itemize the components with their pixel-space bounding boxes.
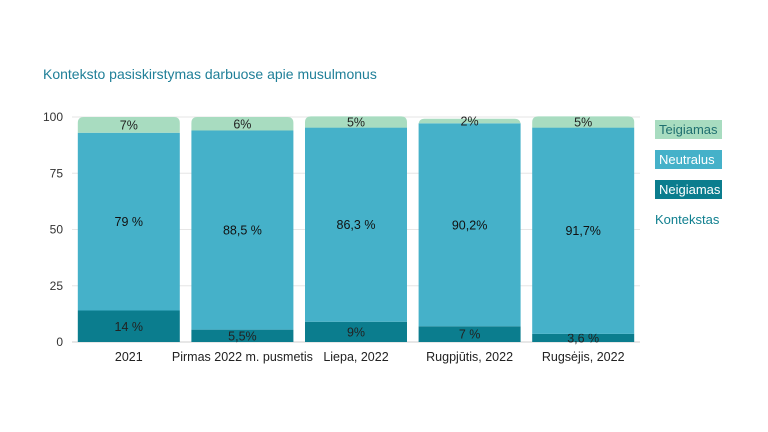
data-label: 90,2% xyxy=(452,218,487,232)
data-label: 79 % xyxy=(115,215,144,229)
bar-segment-teigiamas[interactable] xyxy=(191,117,294,131)
bar-segment-neigiamas[interactable] xyxy=(305,321,407,342)
x-tick-label: Rugsėjis, 2022 xyxy=(542,350,625,364)
y-tick-label: 0 xyxy=(56,335,63,349)
data-label: 14 % xyxy=(115,320,144,334)
legend-title: Kontekstas xyxy=(655,212,720,227)
legend-item-neutralus[interactable]: Neutralus xyxy=(655,150,722,169)
x-tick-label: 2021 xyxy=(115,350,143,364)
bar-segment-teigiamas[interactable] xyxy=(418,118,521,125)
data-label: 6% xyxy=(233,117,251,131)
bar-segment-neutralus[interactable] xyxy=(191,130,294,330)
legend-item-teigiamas[interactable]: Teigiamas xyxy=(655,120,722,139)
data-label: 9% xyxy=(347,325,365,339)
data-label: 86,3 % xyxy=(337,218,376,232)
legend-item-neigiamas[interactable]: Neigiamas xyxy=(655,180,722,199)
y-tick-label: 100 xyxy=(43,110,63,124)
data-label: 7% xyxy=(120,118,138,132)
data-label: 88,5 % xyxy=(223,224,262,238)
bar-segment-neutralus[interactable] xyxy=(77,132,180,311)
data-label: 7 % xyxy=(459,328,481,342)
legend: Teigiamas Neutralus Neigiamas Kontekstas xyxy=(655,120,722,229)
data-label: 5% xyxy=(347,115,365,129)
bar-segment-neigiamas[interactable] xyxy=(418,326,521,342)
bar-group[interactable]: 3,6 % 91,7% 5% xyxy=(532,115,635,345)
bar-segment-teigiamas[interactable] xyxy=(305,116,407,128)
bar-group[interactable]: 14 % 79 % 7% xyxy=(77,117,180,343)
bar-segment-neigiamas[interactable] xyxy=(77,310,180,343)
bars: 14 % 79 % 7% 5,5% 88,5 % 6% 9% 86,3 % 5% 7 % 90,2%… xyxy=(77,115,635,345)
bar-segment-neutralus[interactable] xyxy=(532,127,635,334)
x-tick-label: Rugpjūtis, 2022 xyxy=(426,350,513,364)
bar-segment-neutralus[interactable] xyxy=(305,127,407,322)
data-label: 3,6 % xyxy=(567,331,599,345)
y-tick-label: 75 xyxy=(50,166,64,180)
y-tick-label: 50 xyxy=(50,223,64,237)
x-axis-ticks: 2021 Pirmas 2022 m. pusmetis Liepa, 2022 Ru… xyxy=(115,350,625,364)
data-label: 5,5% xyxy=(228,329,257,343)
bar-group[interactable]: 5,5% 88,5 % 6% xyxy=(191,117,294,343)
data-label: 5% xyxy=(574,115,592,129)
y-tick-label: 25 xyxy=(50,279,64,293)
y-axis-ticks: 0 25 50 75 100 xyxy=(43,110,63,349)
bar-segment-neutralus[interactable] xyxy=(418,123,521,327)
data-label: 91,7% xyxy=(565,224,600,238)
bar-group[interactable]: 7 % 90,2% 2% xyxy=(418,115,521,342)
data-label: 2% xyxy=(461,115,479,129)
x-tick-label: Pirmas 2022 m. pusmetis xyxy=(172,350,313,364)
x-tick-label: Liepa, 2022 xyxy=(323,350,388,364)
bar-segment-neigiamas[interactable] xyxy=(191,329,294,342)
bar-segment-neigiamas[interactable] xyxy=(532,333,635,342)
bar-segment-teigiamas[interactable] xyxy=(532,116,635,128)
chart-title: Konteksto pasiskirstymas darbuose apie m… xyxy=(43,66,377,82)
bar-group[interactable]: 9% 86,3 % 5% xyxy=(305,115,407,342)
bar-segment-teigiamas[interactable] xyxy=(77,117,180,133)
